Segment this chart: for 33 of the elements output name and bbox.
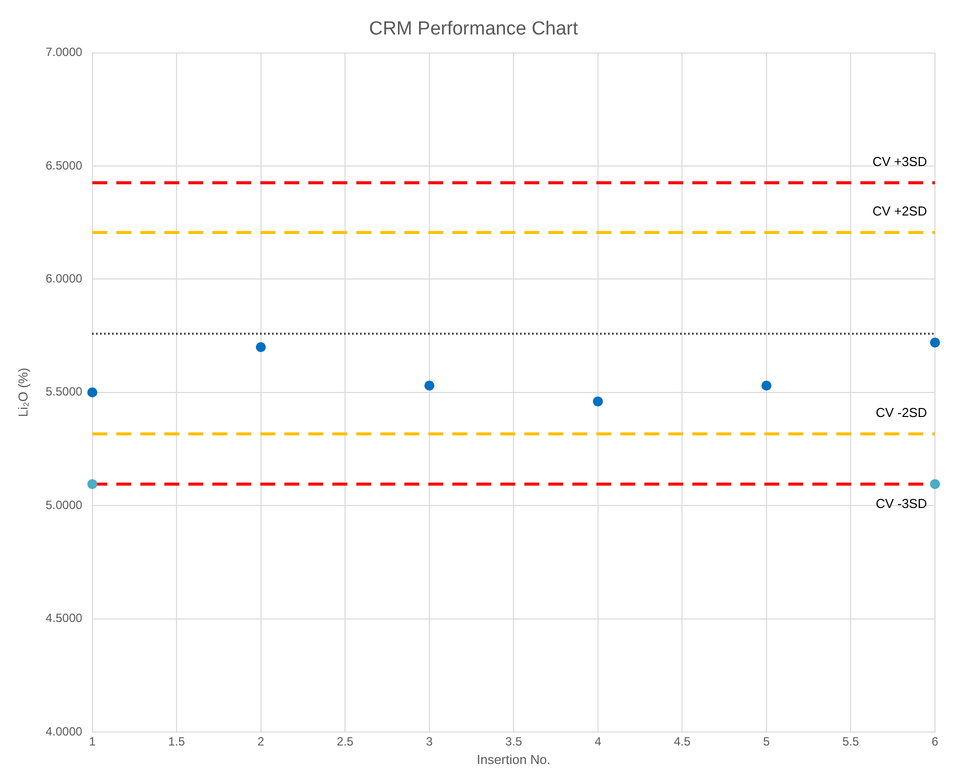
ref-line-label: CV -3SD [876,496,927,512]
x-tick-label: 4 [594,734,602,749]
y-tick-label: 6.5000 [46,158,83,172]
point [592,396,603,406]
x-tick-label: 3 [426,734,434,749]
y-tick-label: 7.0000 [46,45,83,60]
y-tick-label: 6.0000 [46,272,83,286]
ref-line-label: CV +3SD [872,154,927,169]
point [930,338,940,348]
point [87,479,98,490]
point [256,342,266,352]
x-tick-label: 3.5 [505,734,522,749]
x-axis-title: Insertion No. [476,752,551,767]
ref-line-label: CV +2SD [872,204,927,219]
y-tick-label: 4.5000 [46,611,83,626]
chart-title: CRM Performance Chart [368,18,579,40]
x-tick-label: 1 [88,734,96,749]
point [87,387,98,398]
ref-line-label: CV -2SD [876,404,927,420]
x-tick-label: 2.5 [336,734,354,749]
point [424,380,434,391]
x-tick-label: 1.5 [168,734,186,749]
point [930,479,940,490]
x-tick-label: 2 [258,734,264,749]
x-tick-label: 5 [763,734,770,749]
point [761,380,772,391]
x-tick-label: 4.5 [674,734,691,749]
x-tick-label: 6 [932,734,939,749]
y-tick-label: 5.5000 [46,384,83,399]
x-tick-label: 5.5 [842,734,860,749]
y-axis-title: Li₂O (%) [15,368,30,417]
y-tick-label: 5.0000 [46,498,83,512]
y-tick-label: 4.0000 [46,724,83,738]
